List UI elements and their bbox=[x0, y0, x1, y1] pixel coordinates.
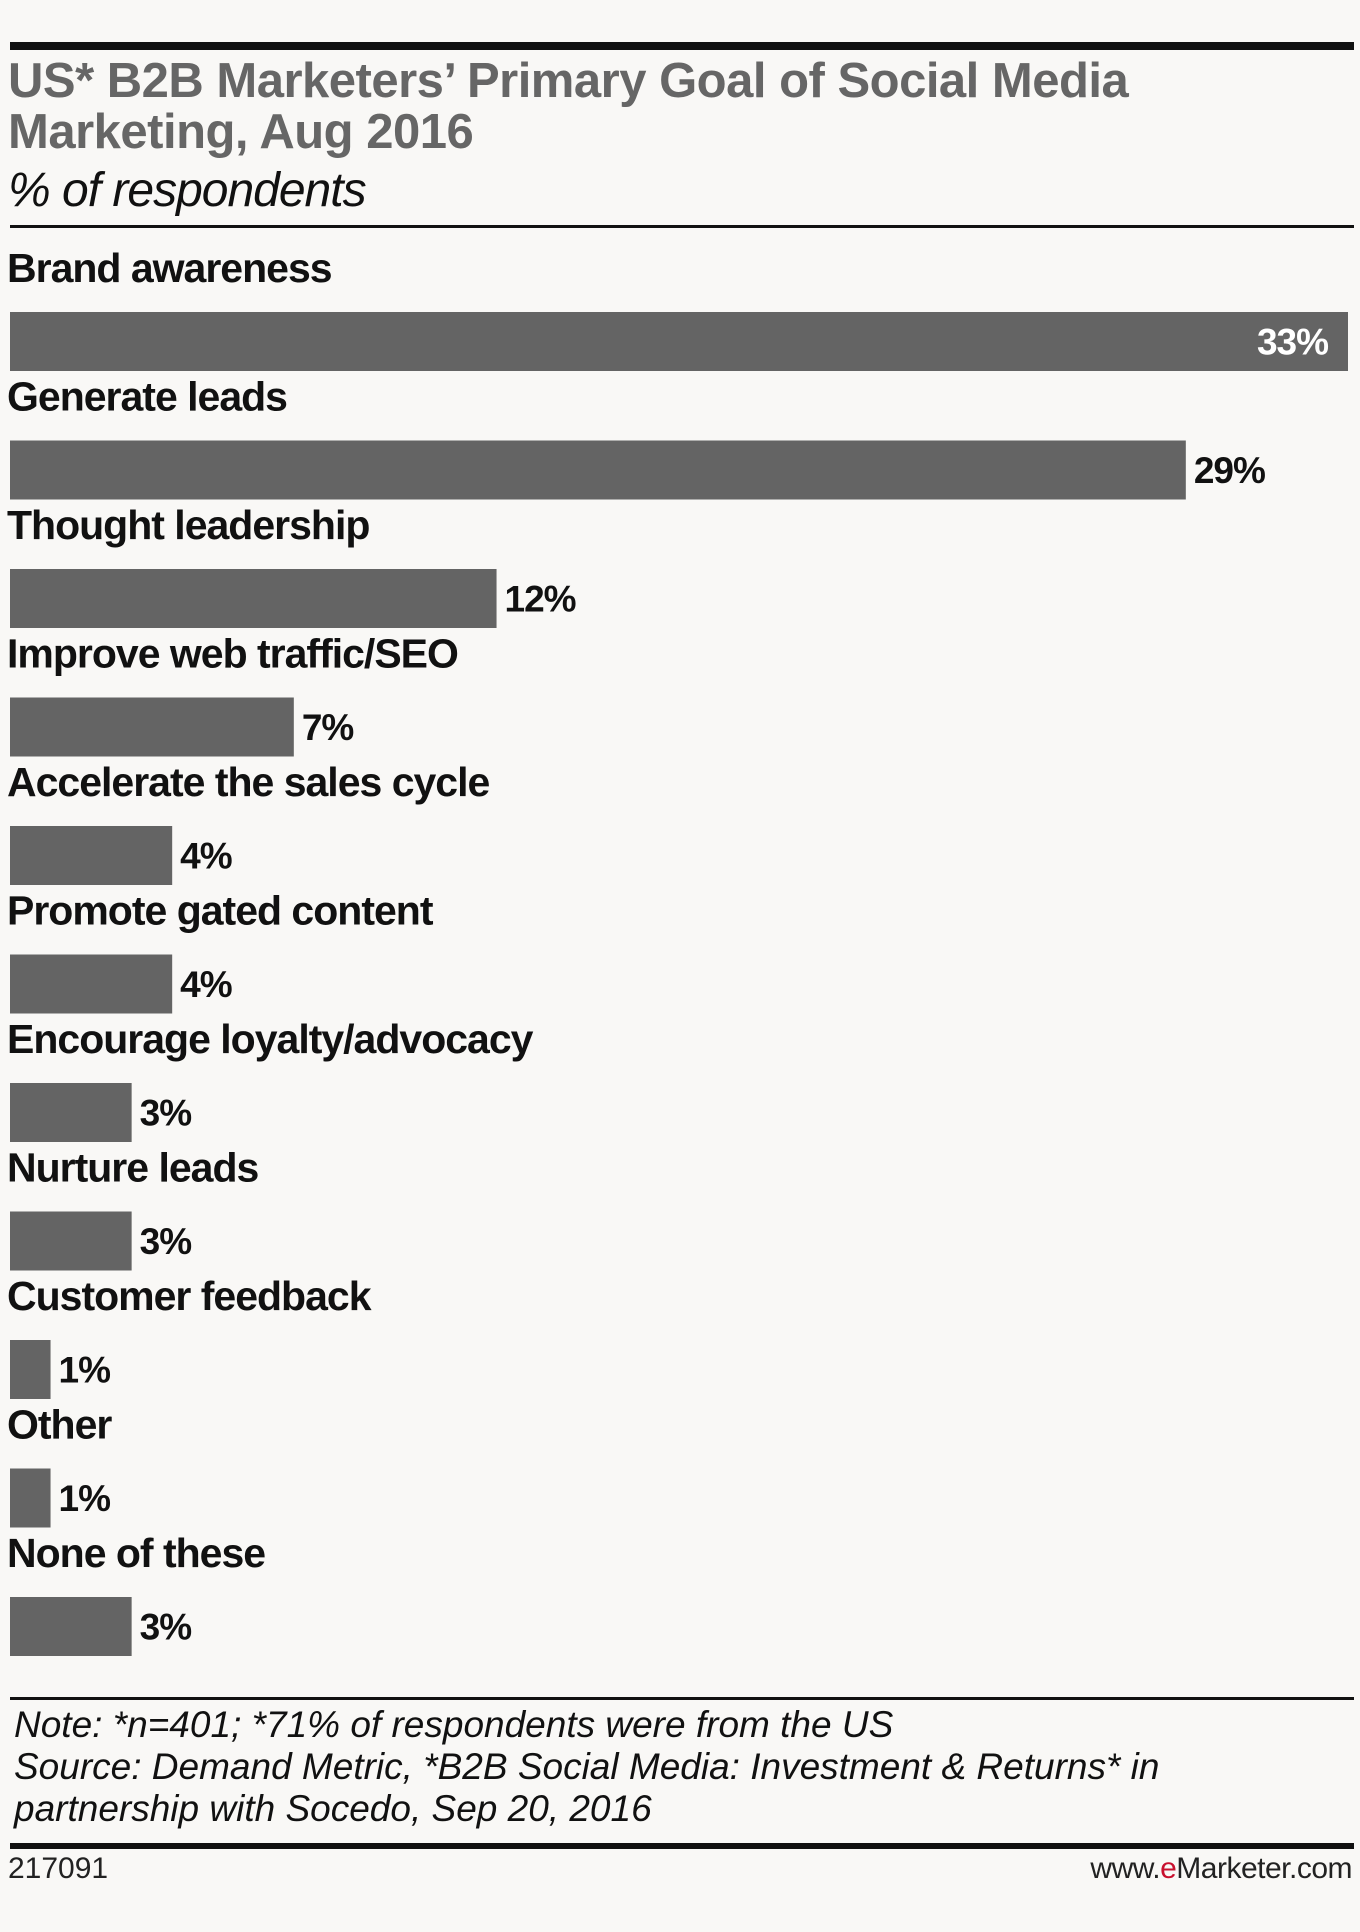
value-label: 33% bbox=[1257, 322, 1328, 363]
bar bbox=[10, 569, 497, 628]
category-label: Generate leads bbox=[7, 374, 287, 420]
category-label: Other bbox=[7, 1402, 112, 1448]
value-label: 7% bbox=[302, 707, 354, 748]
value-label: 12% bbox=[505, 579, 576, 620]
bar bbox=[10, 697, 294, 757]
footer-rule bbox=[10, 1843, 1354, 1849]
value-label: 4% bbox=[180, 964, 232, 1005]
brand-suffix: Marketer.com bbox=[1176, 1852, 1352, 1885]
bar bbox=[10, 440, 1186, 500]
bar bbox=[10, 954, 173, 1014]
source-line: Source: Demand Metric, *B2B Social Media… bbox=[14, 1746, 1160, 1787]
value-label: 3% bbox=[140, 1221, 192, 1262]
value-label: 29% bbox=[1194, 450, 1265, 491]
value-label: 1% bbox=[59, 1350, 111, 1391]
brand-e: e bbox=[1160, 1852, 1177, 1885]
bar bbox=[10, 1340, 51, 1399]
bar bbox=[10, 1083, 132, 1142]
brand-link[interactable]: www.eMarketer.com bbox=[1090, 1852, 1352, 1886]
note-line: Note: *n=401; *71% of respondents were f… bbox=[14, 1704, 894, 1745]
category-label: Encourage loyalty/advocacy bbox=[7, 1016, 534, 1062]
note-rule bbox=[10, 1697, 1354, 1700]
chart-note: Note: *n=401; *71% of respondents were f… bbox=[14, 1704, 1344, 1830]
category-label: Brand awareness bbox=[7, 245, 332, 291]
chart-title: US* B2B Marketers’ Primary Goal of Socia… bbox=[8, 54, 1129, 159]
bar-chart: Brand awareness 33% Generate leads 29% Thoug… bbox=[7, 245, 1348, 1656]
value-label: 3% bbox=[140, 1093, 192, 1134]
value-label: 1% bbox=[59, 1478, 111, 1519]
value-label: 4% bbox=[180, 836, 232, 877]
category-label: Customer feedback bbox=[7, 1273, 372, 1319]
category-label: Nurture leads bbox=[7, 1145, 258, 1191]
category-label: Promote gated content bbox=[7, 888, 434, 934]
top-rule bbox=[10, 42, 1354, 50]
source-line-continued: partnership with Socedo, Sep 20, 2016 bbox=[14, 1788, 652, 1829]
value-label: 3% bbox=[140, 1607, 192, 1648]
header-rule bbox=[10, 225, 1354, 228]
bar bbox=[10, 826, 173, 885]
category-label: Improve web traffic/SEO bbox=[7, 631, 458, 677]
bar bbox=[10, 1597, 132, 1656]
brand-prefix: www. bbox=[1090, 1852, 1161, 1885]
chart-id: 217091 bbox=[8, 1852, 109, 1885]
category-label: Thought leadership bbox=[7, 502, 369, 548]
category-label: Accelerate the sales cycle bbox=[7, 759, 489, 805]
bar bbox=[10, 1211, 132, 1271]
category-label: None of these bbox=[7, 1530, 265, 1576]
bar bbox=[10, 1468, 51, 1528]
bar bbox=[10, 312, 1348, 371]
chart-subtitle: % of respondents bbox=[8, 164, 367, 217]
